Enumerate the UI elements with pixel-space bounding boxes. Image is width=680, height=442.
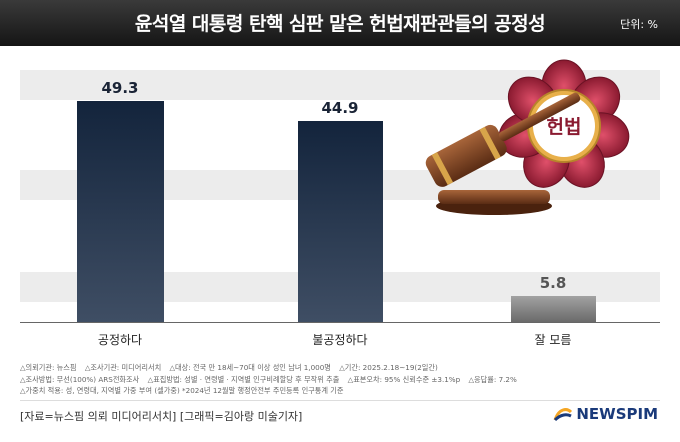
survey-notes: △의뢰기관: 뉴스핌 △조사기관: 미디어리서치 △대상: 전국 만 18세~7… [20,362,660,397]
header-bar: 윤석열 대통령 탄핵 심판 맡은 헌법재판관들의 공정성 단위: % [0,0,680,46]
note: △의뢰기관: 뉴스핌 [20,363,77,372]
emblem-text: 헌법 [547,116,582,138]
bar-2 [297,120,383,322]
logo-text: NEWSPIM [576,405,658,423]
category-label: 잘 모름 [534,333,572,347]
category-label: 공정하다 [97,333,143,347]
source-credit: [자료=뉴스핌 의뢰 미디어리서치] [그래픽=김아랑 미술기자] [20,410,303,423]
bar-3 [510,296,596,322]
unit-label: 단위: % [620,18,658,31]
note: △표본오차: 95% 신뢰수준 ±3.1%p [347,374,461,384]
x-axis-line [20,322,660,323]
note: △표집방법: 성별 · 연령별 · 지역별 인구비례할당 후 무작위 추출 [147,374,340,384]
data-label: 49.3 [101,79,139,97]
court-emblem-with-gavel-icon: 헌법 [425,59,630,215]
bar-1 [76,101,164,322]
note: △조사방법: 무선(100%) ARS전화조사 [20,374,140,384]
category-label: 불공정하다 [312,333,368,347]
note: △응답률: 7.2% [468,374,517,384]
divider [20,400,660,401]
newspim-logo-icon [553,408,573,422]
note: △가중치 적용: 성, 연령대, 지역별 가중 부여 (셀가중) *2024년 … [20,386,344,395]
newspim-logo: NEWSPIM [553,405,658,423]
note: △대상: 전국 만 18세~70대 이상 성인 남녀 1,000명 [169,363,331,372]
data-label: 44.9 [321,98,359,117]
data-label: 5.8 [539,274,567,292]
note: △조사기관: 미디어리서치 [84,363,162,372]
chart-title: 윤석열 대통령 탄핵 심판 맡은 헌법재판관들의 공정성 [134,13,546,35]
note: △기간: 2025.2.18~19(2일간) [339,363,438,372]
